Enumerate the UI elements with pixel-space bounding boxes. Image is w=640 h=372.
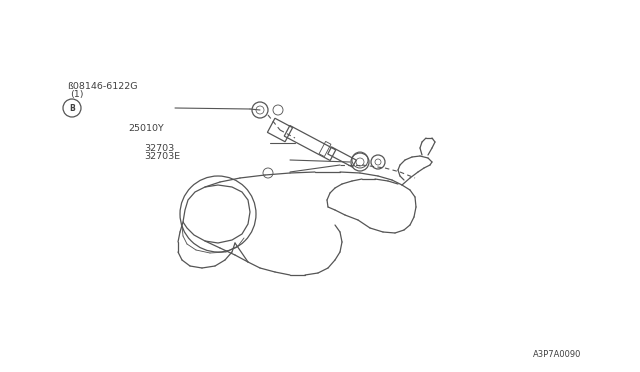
Bar [284, 125, 336, 160]
Text: 25010Y: 25010Y [128, 124, 164, 133]
Text: B: B [69, 103, 75, 112]
Bar [268, 118, 292, 142]
Text: 32703: 32703 [144, 144, 174, 153]
Text: ß08146-6122G: ß08146-6122G [67, 82, 138, 91]
Text: 32703E: 32703E [144, 153, 180, 161]
Text: A3P7A0090: A3P7A0090 [532, 350, 581, 359]
Bar [328, 147, 356, 167]
Bar [319, 141, 331, 157]
Text: (1): (1) [70, 90, 84, 99]
